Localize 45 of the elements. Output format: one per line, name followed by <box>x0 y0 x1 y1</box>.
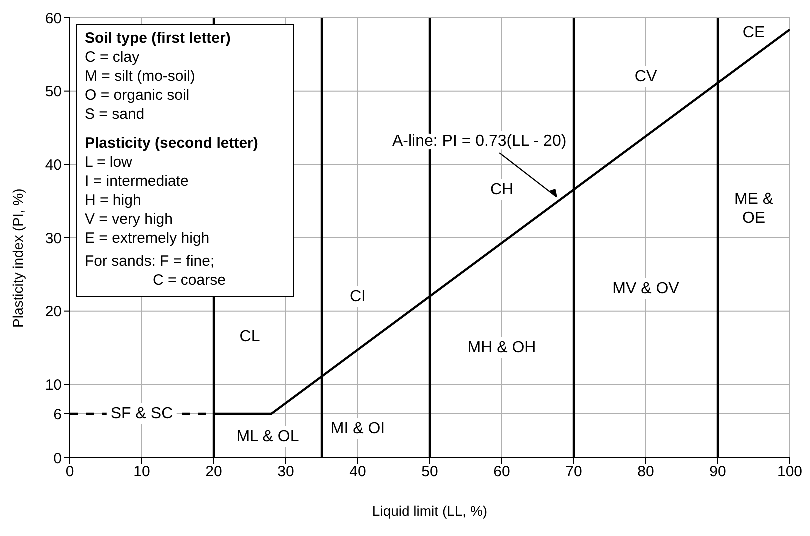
x-tick-label: 30 <box>278 464 294 481</box>
x-tick-label: 20 <box>206 464 222 481</box>
annotation: ML & OL <box>232 426 304 448</box>
annotation: Plasticity (second letter) <box>85 134 260 153</box>
x-tick-label: 40 <box>350 464 366 481</box>
annotation: I = intermediate <box>85 172 190 191</box>
y-tick-label: 60 <box>45 10 62 28</box>
y-tick-label: 30 <box>45 230 62 248</box>
annotation: MI & OI <box>326 418 390 440</box>
x-tick-label: 50 <box>422 464 438 481</box>
annotation: CE <box>738 22 770 44</box>
annotation: S = sand <box>85 105 146 124</box>
y-tick-label: 20 <box>45 304 62 321</box>
annotation: CV <box>630 66 662 88</box>
annotation: For sands: F = fine; <box>85 252 216 271</box>
annotation: C = clay <box>85 48 141 67</box>
annotation: V = very high <box>85 210 174 229</box>
annotation: L = low <box>85 153 134 172</box>
annotation: E = extremely high <box>85 229 211 248</box>
x-axis-title: Liquid limit (LL, %) <box>372 503 488 519</box>
annotation: CL <box>236 326 264 348</box>
y-tick-label: 40 <box>45 156 62 174</box>
annotation: M = silt (mo-soil) <box>85 67 196 86</box>
x-tick-label: 100 <box>777 464 803 481</box>
y-tick-label: 0 <box>54 450 62 468</box>
annotation: SF & SC <box>106 404 178 424</box>
x-tick-label: 70 <box>566 464 582 481</box>
annotation: O = organic soil <box>85 86 191 105</box>
y-tick-label: 10 <box>45 376 62 394</box>
annotation: ME & OE <box>730 188 778 229</box>
annotation: CI <box>346 286 370 308</box>
annotation: Soil type (first letter) <box>85 29 232 48</box>
x-tick-label: 0 <box>66 464 74 481</box>
y-tick-label: 6 <box>54 406 62 424</box>
y-axis-title: Plasticity index (PI, %) <box>10 188 26 328</box>
x-tick-label: 80 <box>638 464 654 481</box>
x-tick-label: 10 <box>134 464 150 481</box>
annotation: MV & OV <box>608 278 684 300</box>
annotation: C = coarse <box>152 271 227 290</box>
annotation: CH <box>486 180 518 201</box>
annotation: H = high <box>85 191 142 210</box>
x-tick-label: 90 <box>710 464 726 481</box>
annotation: MH & OH <box>464 338 540 358</box>
x-tick-label: 60 <box>494 464 510 481</box>
y-tick-label: 50 <box>45 84 62 101</box>
